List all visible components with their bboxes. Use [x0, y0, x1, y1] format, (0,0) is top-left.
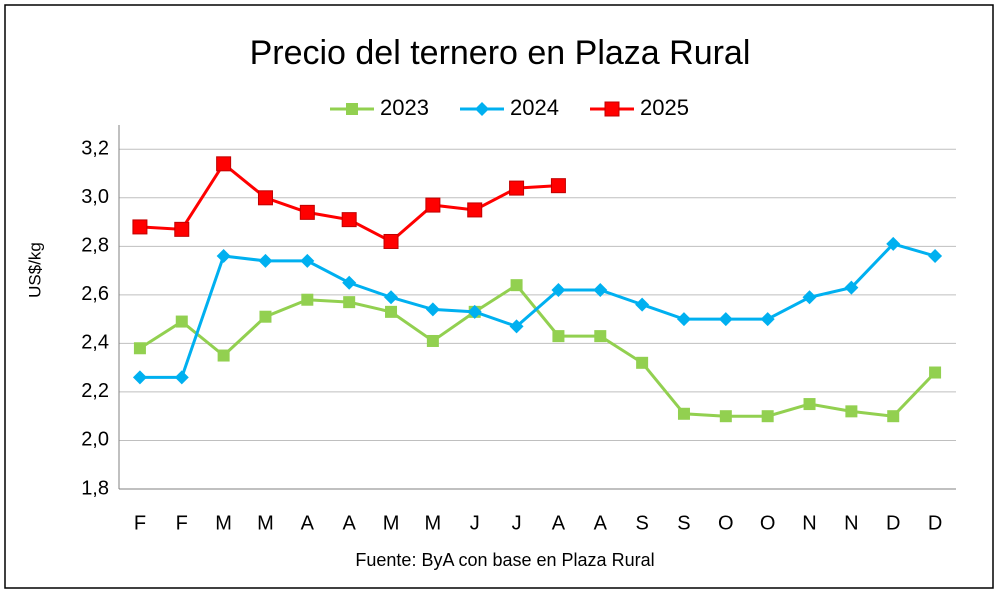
- y-axis-label: US$/kg: [25, 242, 44, 298]
- point: [760, 312, 775, 327]
- point: [258, 253, 273, 268]
- y-tick-label: 2,8: [81, 235, 109, 257]
- x-tick-label: F: [176, 512, 188, 534]
- point: [718, 312, 733, 327]
- point: [635, 297, 650, 312]
- point: [174, 221, 190, 237]
- point: [552, 330, 565, 343]
- point: [509, 180, 525, 196]
- y-tick-label: 2,2: [81, 380, 109, 402]
- point: [216, 156, 232, 172]
- legend-label: 2023: [380, 95, 429, 120]
- point: [342, 275, 357, 290]
- point: [385, 305, 398, 318]
- point: [383, 233, 399, 249]
- point: [299, 204, 315, 220]
- point: [175, 315, 188, 328]
- x-tick-label: F: [134, 512, 146, 534]
- y-tick-label: 3,0: [81, 186, 109, 208]
- x-tick-label: M: [383, 512, 400, 534]
- x-tick-label: D: [928, 512, 942, 534]
- point: [845, 405, 858, 418]
- point: [257, 190, 273, 206]
- point: [802, 290, 817, 305]
- x-tick-label: N: [844, 512, 858, 534]
- x-tick-label: J: [470, 512, 480, 534]
- point: [510, 279, 523, 292]
- point: [426, 334, 439, 347]
- x-tick-label: O: [718, 512, 734, 534]
- point: [803, 398, 816, 411]
- y-tick-label: 2,4: [81, 332, 109, 354]
- point: [174, 370, 189, 385]
- x-tick-label: D: [886, 512, 900, 534]
- point: [550, 178, 566, 194]
- x-tick-label: M: [425, 512, 442, 534]
- point: [132, 219, 148, 235]
- point: [929, 366, 942, 379]
- point: [346, 103, 358, 115]
- point: [217, 349, 230, 362]
- y-tick-label: 3,2: [81, 138, 109, 160]
- point: [719, 410, 732, 423]
- x-tick-label: A: [343, 512, 357, 534]
- point: [132, 370, 147, 385]
- point: [676, 312, 691, 327]
- point: [677, 407, 690, 420]
- point: [604, 101, 620, 117]
- point: [636, 356, 649, 369]
- x-tick-label: A: [301, 512, 315, 534]
- point: [887, 410, 900, 423]
- x-tick-label: O: [760, 512, 776, 534]
- y-tick-label: 1,8: [81, 477, 109, 499]
- point: [300, 253, 315, 268]
- x-tick-label: A: [594, 512, 608, 534]
- series-line: [139, 283, 937, 418]
- x-tick-label: A: [552, 512, 566, 534]
- source: Fuente: ByA con base en Plaza Rural: [355, 550, 654, 570]
- point: [133, 342, 146, 355]
- x-tick-label: J: [512, 512, 522, 534]
- y-tick-label: 2,0: [81, 429, 109, 451]
- point: [216, 249, 231, 264]
- x-tick-label: M: [257, 512, 274, 534]
- point: [467, 304, 482, 319]
- point: [425, 197, 441, 213]
- x-tick-label: N: [802, 512, 816, 534]
- point: [384, 290, 399, 305]
- point: [343, 296, 356, 309]
- point: [761, 410, 774, 423]
- point: [928, 249, 943, 264]
- point: [341, 212, 357, 228]
- point: [509, 319, 524, 334]
- point: [259, 310, 272, 323]
- x-tick-label: M: [215, 512, 232, 534]
- point: [593, 283, 608, 298]
- point: [594, 330, 607, 343]
- point: [301, 293, 314, 306]
- legend-label: 2024: [510, 95, 559, 120]
- point: [551, 283, 566, 298]
- x-tick-label: S: [677, 512, 690, 534]
- point: [475, 102, 489, 116]
- point: [467, 202, 483, 218]
- chart-title: Precio del ternero en Plaza Rural: [250, 34, 751, 72]
- y-tick-label: 2,6: [81, 283, 109, 305]
- legend-label: 2025: [640, 95, 689, 120]
- point: [886, 236, 901, 251]
- point: [844, 280, 859, 295]
- x-tick-label: S: [635, 512, 648, 534]
- point: [425, 302, 440, 317]
